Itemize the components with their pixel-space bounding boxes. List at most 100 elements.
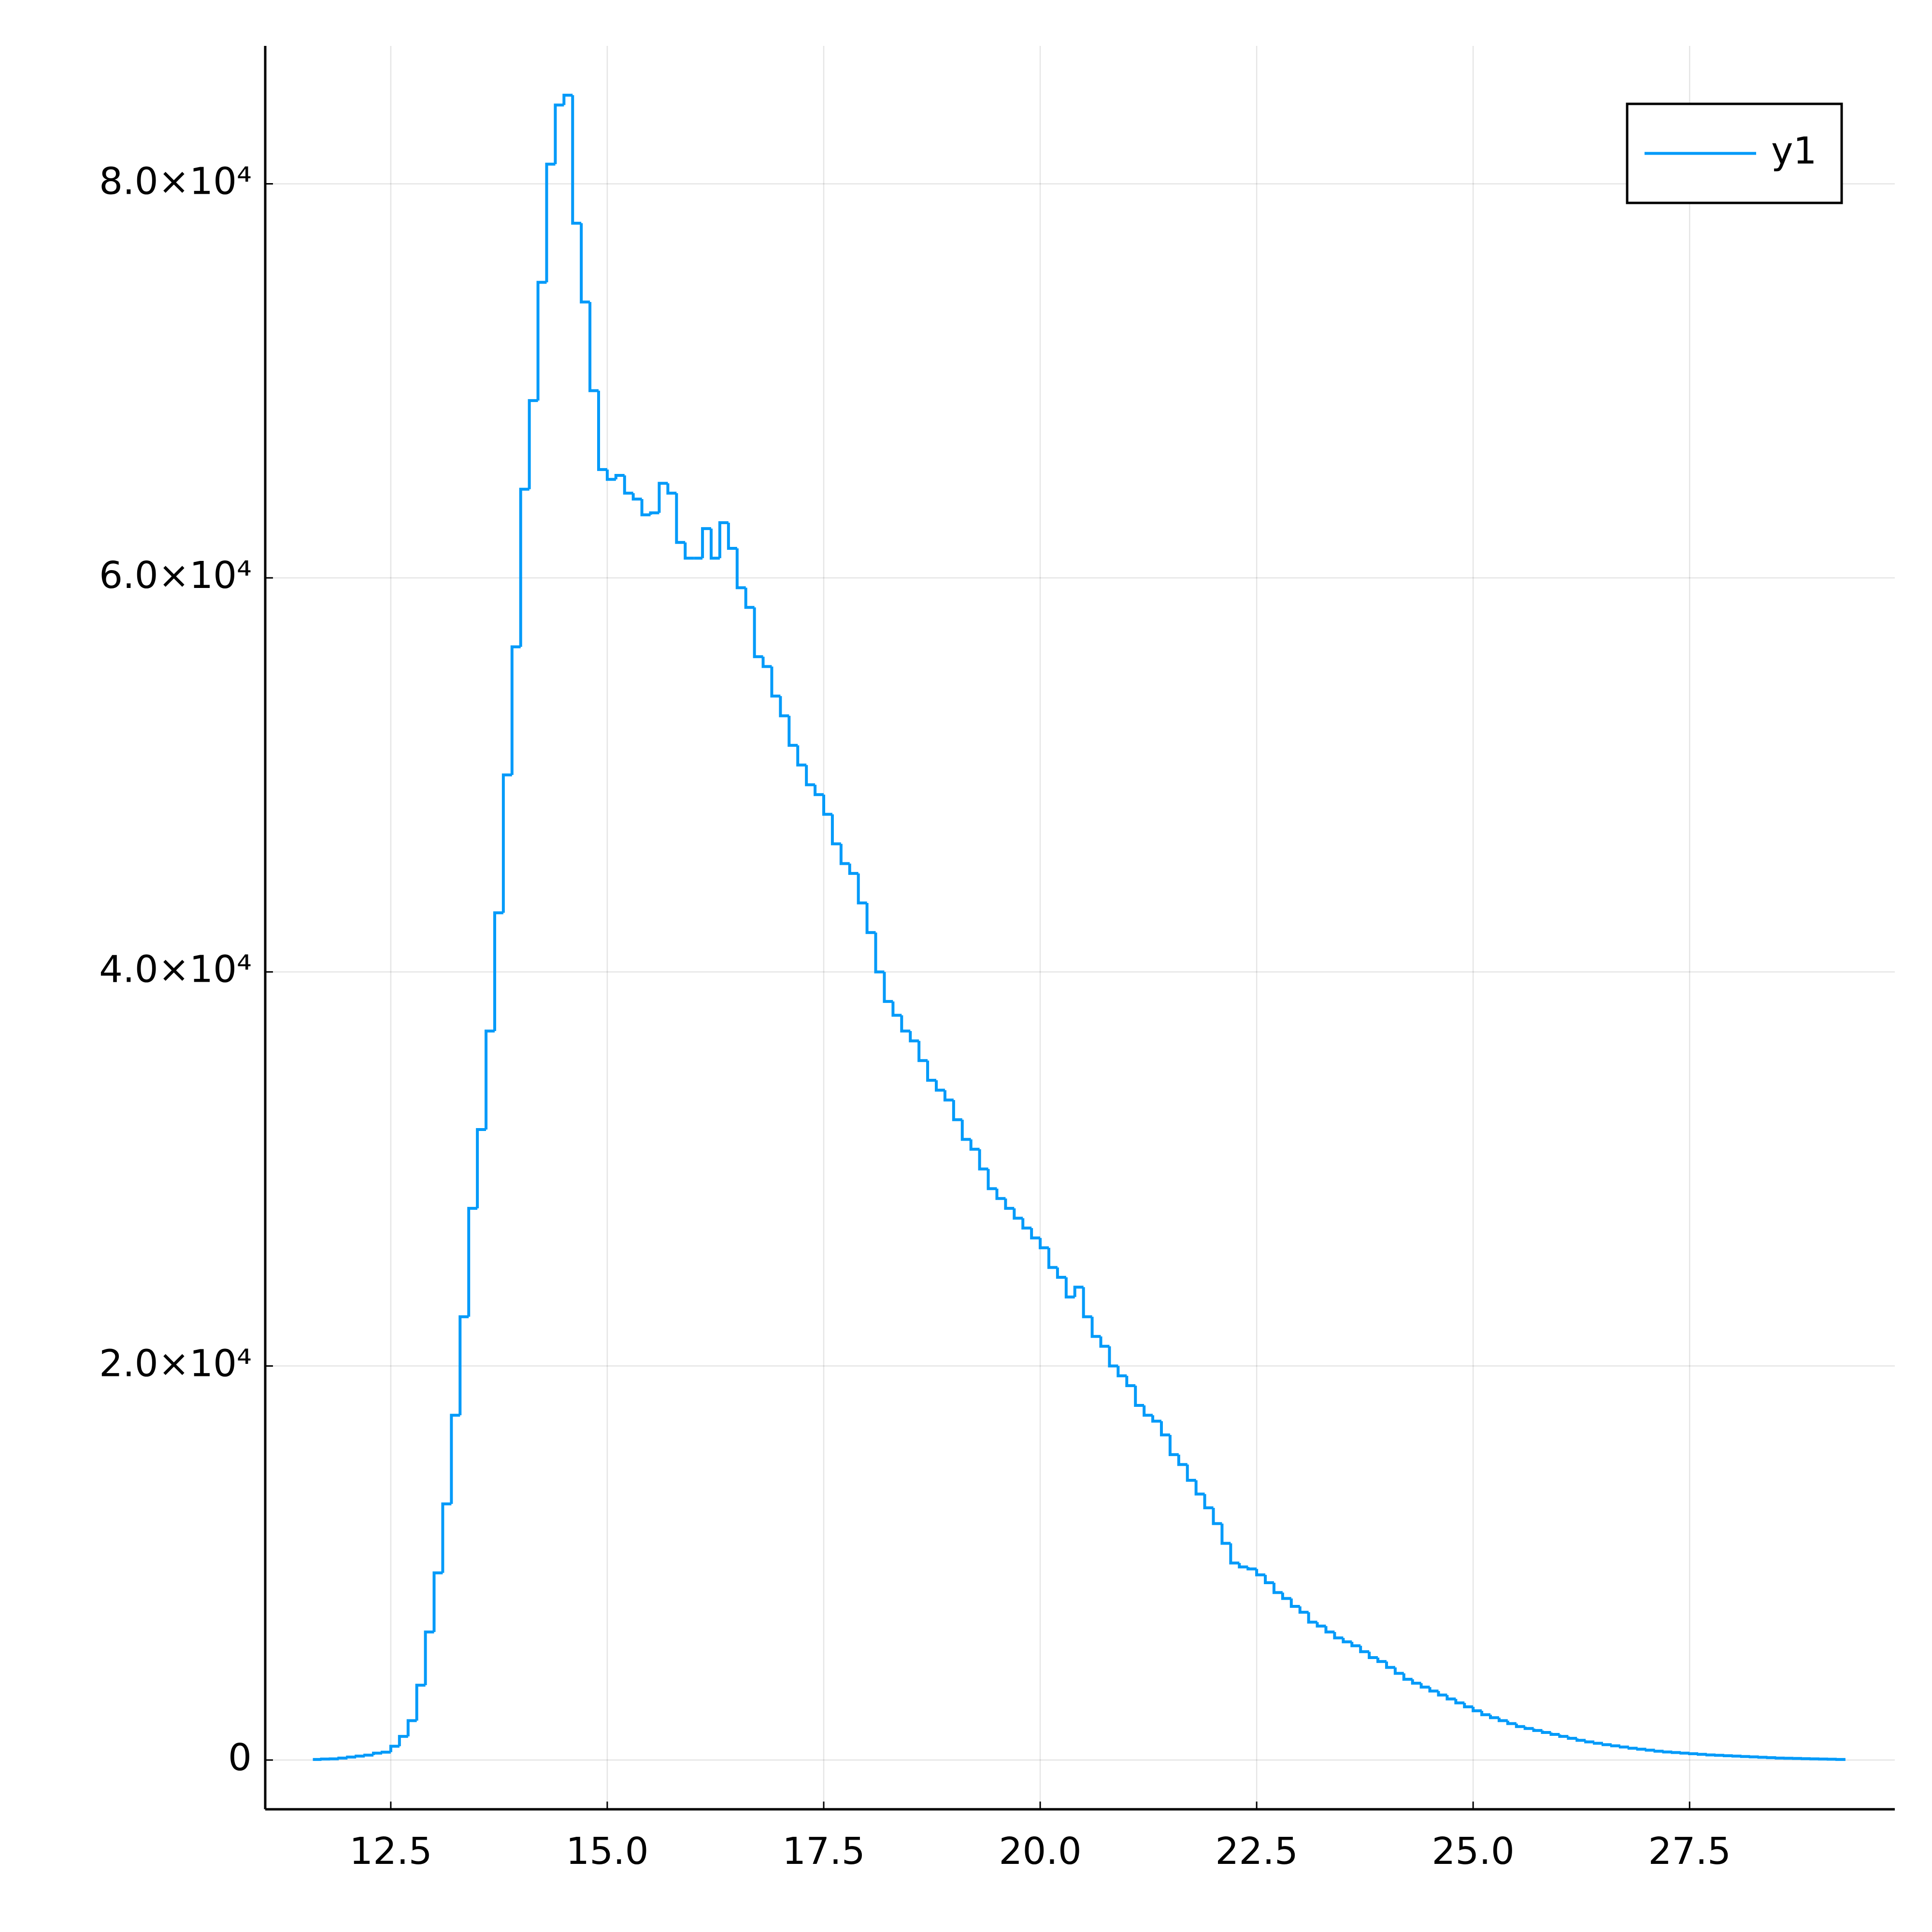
hist-step xyxy=(605,469,616,481)
hist-step xyxy=(467,1207,478,1317)
hist-step xyxy=(458,1315,469,1416)
hist-step xyxy=(528,399,538,489)
hist-step xyxy=(1359,1646,1370,1653)
hist-step xyxy=(926,1060,936,1082)
hist-step xyxy=(1289,1598,1300,1608)
hist-step xyxy=(597,390,607,471)
hist-step xyxy=(1584,1740,1595,1744)
hist-step xyxy=(380,1750,391,1754)
hist-step xyxy=(554,103,564,164)
hist-step xyxy=(848,863,859,875)
hist-step xyxy=(883,972,893,1003)
hist-step xyxy=(874,932,885,973)
hist-step xyxy=(995,1188,1006,1200)
hist-step xyxy=(917,1041,928,1062)
x-tick-label: 27.5 xyxy=(1648,1830,1731,1873)
hist-step xyxy=(1489,1715,1499,1719)
hist-step xyxy=(1203,1494,1214,1510)
hist-step xyxy=(1333,1631,1344,1640)
hist-step xyxy=(476,1128,487,1209)
hist-step xyxy=(900,1015,911,1033)
hist-step xyxy=(1602,1743,1612,1746)
hist-step xyxy=(1645,1748,1655,1752)
x-tick-label: 25.0 xyxy=(1431,1830,1514,1873)
hist-step xyxy=(398,1735,408,1746)
hist-step xyxy=(1220,1523,1231,1545)
hist-step xyxy=(1134,1386,1145,1407)
hist-step xyxy=(1688,1752,1699,1755)
hist-step xyxy=(753,607,763,658)
hist-step xyxy=(1402,1673,1413,1681)
hist-step xyxy=(1090,1317,1101,1338)
hist-step xyxy=(710,529,720,560)
hist-step xyxy=(1264,1574,1274,1585)
hist-step xyxy=(684,542,694,560)
hist-step xyxy=(1030,1228,1041,1240)
hist-step xyxy=(1445,1695,1456,1701)
hist-step xyxy=(1212,1508,1222,1525)
hist-step xyxy=(1497,1717,1508,1722)
hist-step xyxy=(1740,1755,1750,1758)
hist-step xyxy=(1342,1638,1352,1644)
hist-step xyxy=(510,645,521,775)
hist-step xyxy=(1593,1742,1603,1745)
hist-step xyxy=(415,1684,426,1721)
hist-step xyxy=(1541,1730,1551,1734)
hist-step xyxy=(588,302,599,392)
x-tick-label: 22.5 xyxy=(1215,1830,1298,1873)
y-tick-label: 4.0×10⁴ xyxy=(99,948,252,991)
hist-step xyxy=(1350,1642,1361,1647)
hist-step xyxy=(761,657,772,668)
hist-step xyxy=(857,873,867,905)
hist-step xyxy=(1558,1734,1569,1738)
hist-step xyxy=(1567,1736,1577,1740)
hist-step xyxy=(649,511,659,515)
hist-step xyxy=(562,93,573,105)
hist-step xyxy=(1618,1746,1629,1749)
hist-step xyxy=(805,765,816,787)
hist-step xyxy=(1419,1683,1430,1689)
hist-step xyxy=(337,1756,348,1760)
hist-step xyxy=(1056,1267,1066,1279)
hist-step xyxy=(1662,1750,1673,1754)
hist-step xyxy=(839,844,850,865)
hist-step xyxy=(545,162,556,283)
hist-step xyxy=(1168,1435,1179,1456)
hist-step xyxy=(1281,1592,1291,1600)
hist-step xyxy=(1272,1583,1283,1594)
hist-step xyxy=(441,1502,452,1573)
hist-step xyxy=(1515,1723,1525,1728)
hist-step xyxy=(779,696,789,717)
hist-step xyxy=(1532,1728,1543,1732)
hist-step xyxy=(987,1169,997,1190)
hist-step xyxy=(796,745,807,767)
hist-step xyxy=(943,1090,954,1102)
hist-step xyxy=(814,785,824,796)
hist-step xyxy=(1393,1667,1404,1675)
hist-step xyxy=(1368,1651,1378,1659)
y-tick-label: 0 xyxy=(228,1736,252,1779)
hist-step xyxy=(658,482,668,513)
hist-step xyxy=(1039,1238,1049,1249)
hist-step xyxy=(1255,1569,1266,1576)
x-tick-label: 15.0 xyxy=(566,1830,648,1873)
hist-step xyxy=(735,548,746,589)
hist-step xyxy=(718,521,729,558)
hist-step xyxy=(891,1001,902,1017)
hist-step xyxy=(1411,1679,1421,1685)
hist-step xyxy=(1480,1711,1491,1717)
hist-step xyxy=(822,794,832,816)
hist-step xyxy=(1385,1661,1395,1669)
hist-step xyxy=(666,483,677,495)
hist-step xyxy=(1151,1415,1161,1423)
hist-step xyxy=(1082,1287,1092,1318)
hist-step xyxy=(432,1571,443,1632)
hist-step xyxy=(501,773,512,913)
hist-step xyxy=(952,1100,962,1121)
hist-step xyxy=(1159,1421,1170,1437)
hist-step xyxy=(787,716,798,747)
y-tick-label: 8.0×10⁴ xyxy=(99,160,252,203)
hist-step xyxy=(675,493,686,544)
hist-step xyxy=(485,1030,495,1130)
hist-step xyxy=(1376,1657,1387,1663)
